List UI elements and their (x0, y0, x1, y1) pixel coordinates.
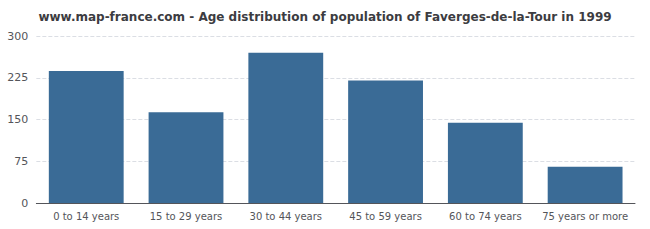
svg-text:75: 75 (14, 155, 28, 168)
svg-text:225: 225 (7, 71, 28, 84)
svg-text:75 years or more: 75 years or more (542, 211, 628, 222)
svg-text:15 to 29 years: 15 to 29 years (150, 211, 223, 222)
svg-text:30 to 44 years: 30 to 44 years (250, 211, 323, 222)
svg-text:150: 150 (7, 113, 28, 126)
svg-text:300: 300 (7, 30, 28, 43)
svg-text:60 to 74 years: 60 to 74 years (449, 211, 522, 222)
svg-text:0: 0 (21, 197, 28, 210)
svg-text:0 to 14 years: 0 to 14 years (53, 211, 119, 222)
svg-text:www.map-france.com - Age distr: www.map-france.com - Age distribution of… (38, 10, 611, 24)
svg-text:45 to 59 years: 45 to 59 years (349, 211, 422, 222)
